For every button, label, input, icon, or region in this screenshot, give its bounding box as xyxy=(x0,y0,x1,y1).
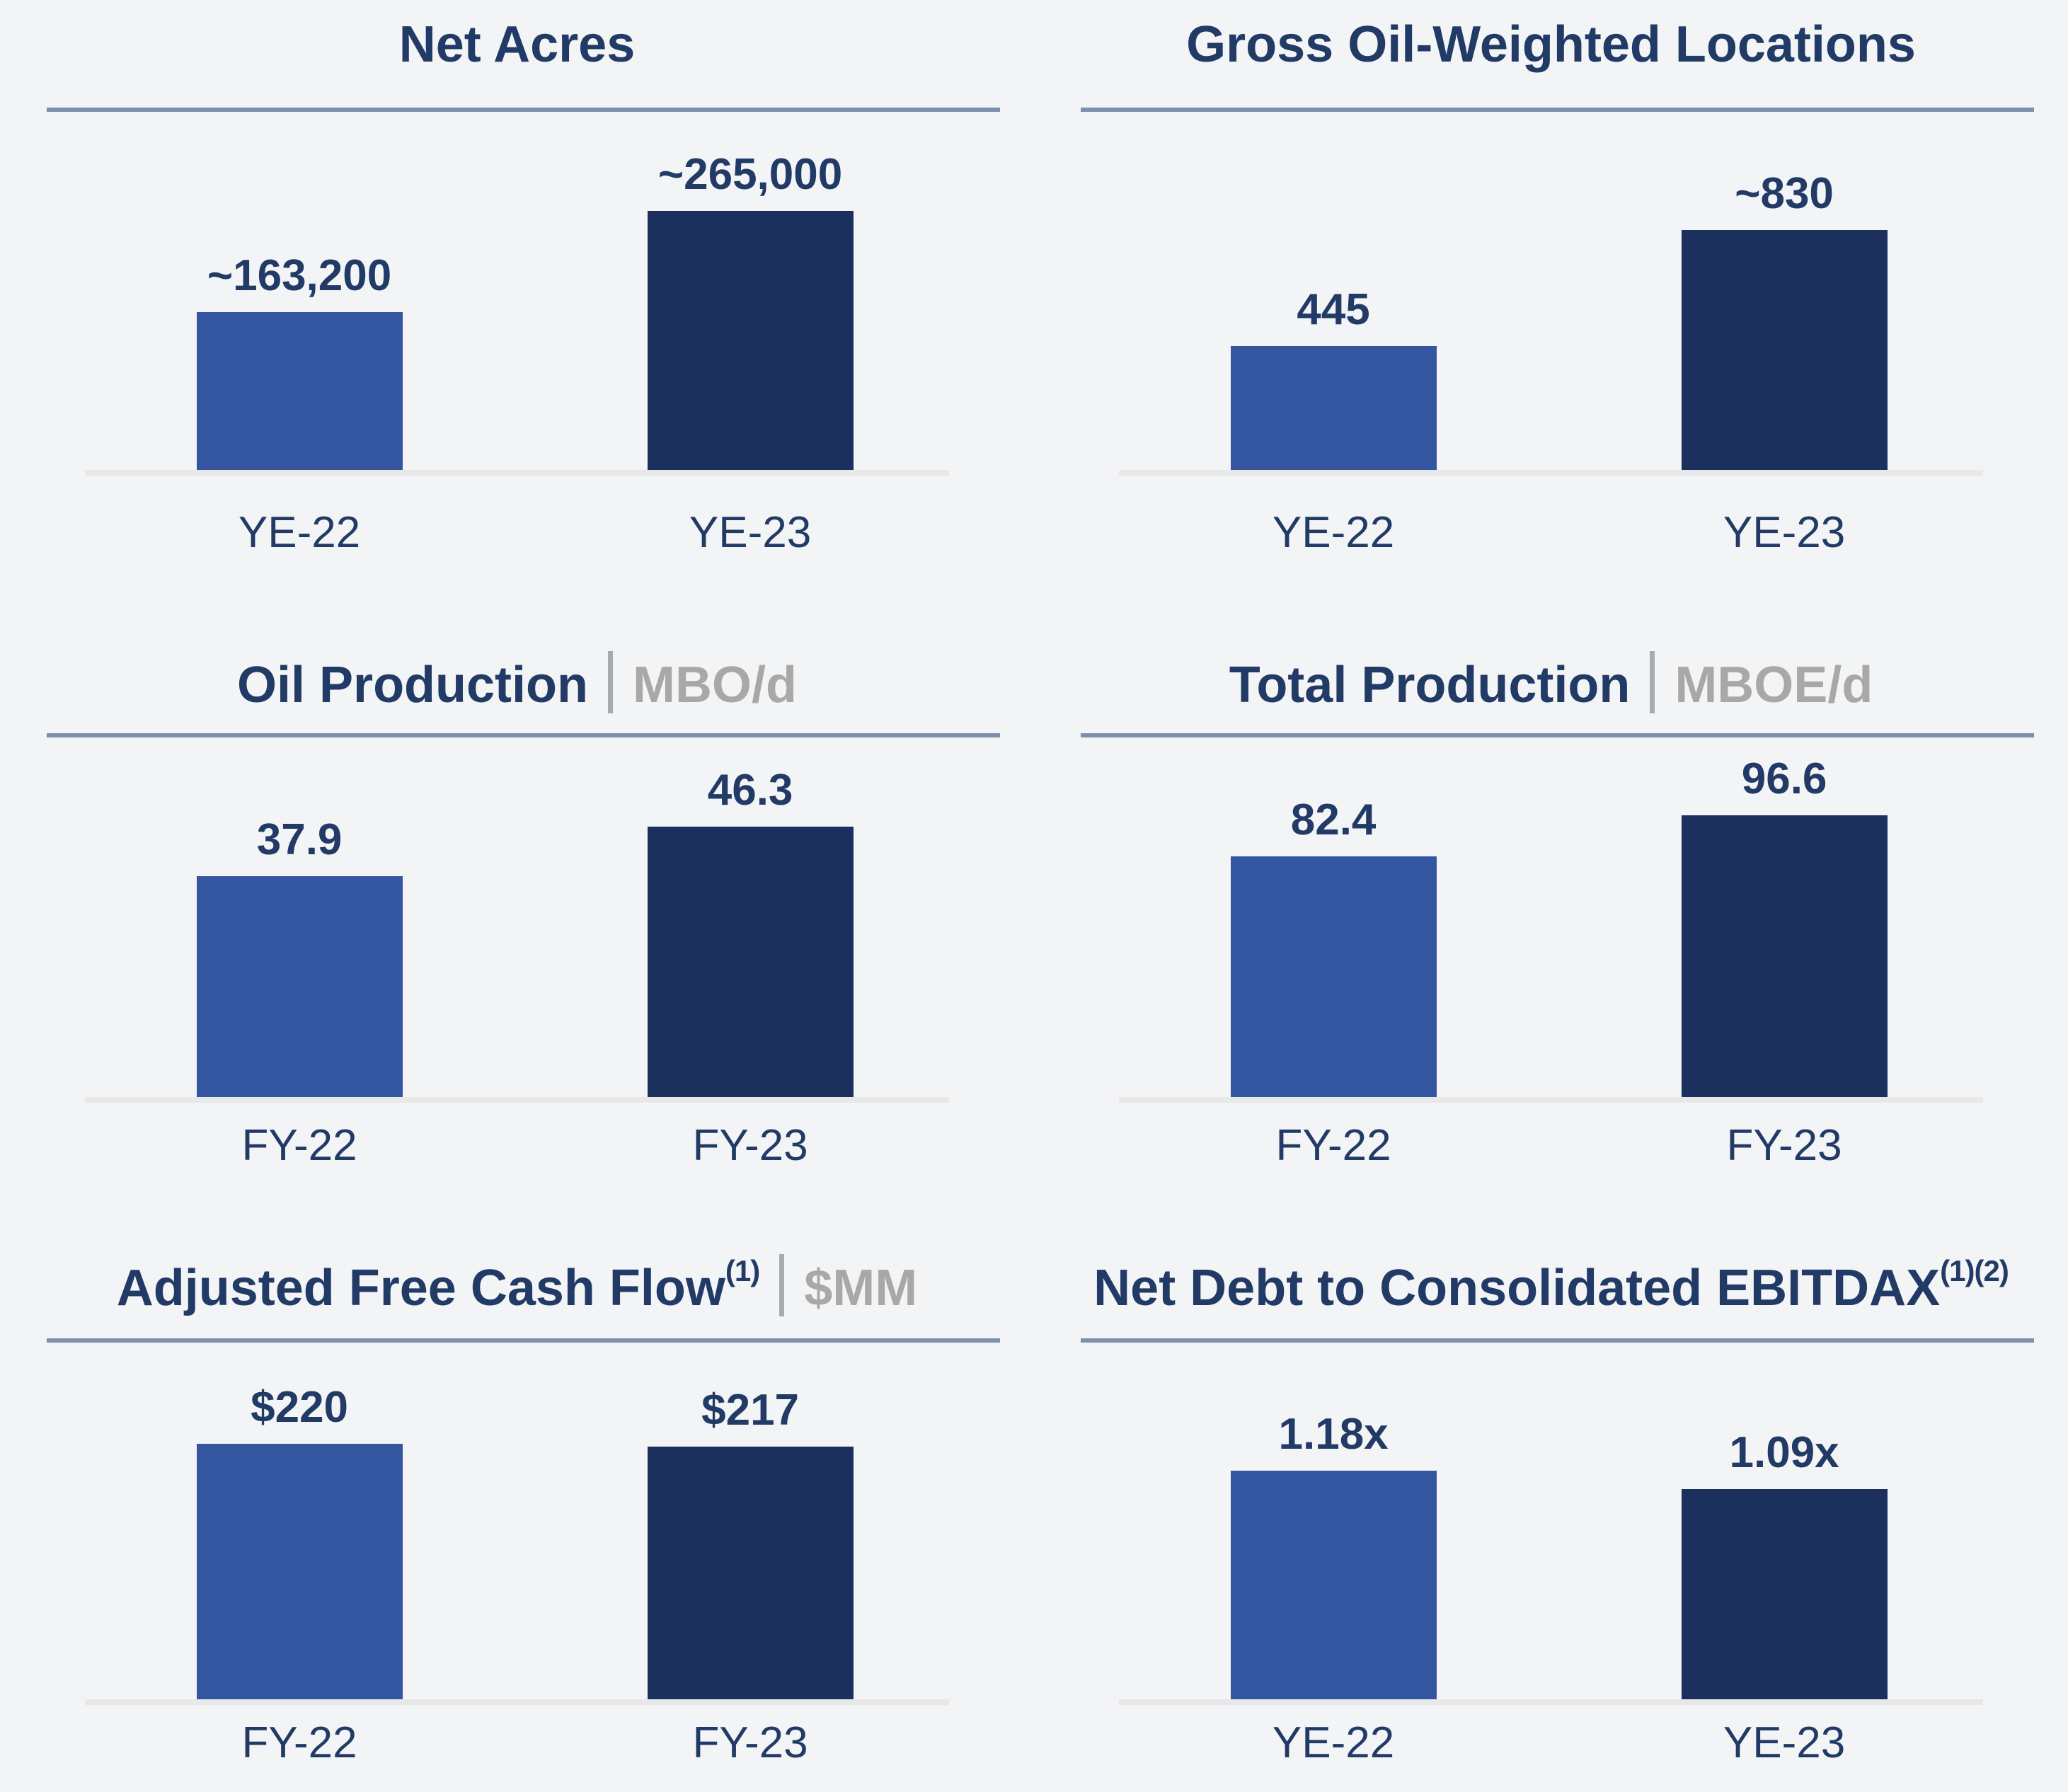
bar-ye22 xyxy=(196,312,403,471)
category-label: YE-22 xyxy=(238,508,361,557)
bar-value-label: ~830 xyxy=(1735,169,1834,218)
category-label: YE-23 xyxy=(689,508,812,557)
bar-ye22 xyxy=(1230,346,1437,471)
x-axis-baseline xyxy=(1119,470,1983,476)
bar-ye22 xyxy=(1230,1471,1437,1701)
bar-ye23 xyxy=(1681,230,1888,471)
chart-unit-label: MBO/d xyxy=(633,657,797,713)
x-axis-baseline xyxy=(1119,1699,1983,1705)
chart-title-unit-group: $MM xyxy=(759,1254,918,1316)
bar-fy22 xyxy=(196,876,403,1098)
bar-fy23 xyxy=(1681,815,1888,1098)
bar-ye23 xyxy=(647,211,854,471)
bar-value-label: ~265,000 xyxy=(657,150,843,199)
title-underline xyxy=(47,733,1000,737)
category-label: YE-22 xyxy=(1272,1718,1395,1767)
chart-title: Oil Production MBO/d xyxy=(0,651,1034,715)
bar-value-label: 1.18x xyxy=(1278,1410,1389,1459)
category-label: FY-22 xyxy=(241,1718,357,1767)
x-axis-baseline xyxy=(85,1097,949,1103)
bar-value-label: 96.6 xyxy=(1741,754,1827,803)
chart-oil-production: Oil Production MBO/d 37.9 46.3 FY-22 FY-2… xyxy=(0,623,1034,1246)
chart-title-text: Adjusted Free Cash Flow xyxy=(116,1260,725,1316)
title-underline xyxy=(47,1338,1000,1343)
chart-net-debt-to-ebitdax: Net Debt to Consolidated EBITDAX(1)(2) 1… xyxy=(1034,1246,2068,1792)
bar-value-label: $217 xyxy=(701,1386,800,1435)
chart-title: Net Debt to Consolidated EBITDAX(1)(2) xyxy=(1034,1254,2068,1318)
category-label: FY-23 xyxy=(692,1718,808,1767)
bar-value-label: 46.3 xyxy=(707,766,793,815)
title-underline xyxy=(47,108,1000,112)
title-underline xyxy=(1081,108,2034,112)
chart-unit-label: $MM xyxy=(804,1260,918,1316)
x-axis-baseline xyxy=(85,470,949,476)
bar-fy22 xyxy=(196,1444,403,1701)
title-underline xyxy=(1081,733,2034,737)
chart-gross-oil-weighted-locations: Gross Oil-Weighted Locations 445 ~830 YE… xyxy=(1034,0,2068,623)
bar-fy22 xyxy=(1230,856,1437,1098)
bar-value-label: $220 xyxy=(251,1383,349,1432)
title-divider-pipe xyxy=(779,1254,785,1316)
bar-value-label: 445 xyxy=(1297,285,1370,334)
chart-total-production: Total Production MBOE/d 82.4 96.6 FY-22 F… xyxy=(1034,623,2068,1246)
chart-title: Gross Oil-Weighted Locations xyxy=(1034,16,2068,74)
category-label: FY-23 xyxy=(1726,1121,1842,1170)
bar-fy23 xyxy=(647,827,854,1098)
chart-title: Total Production MBOE/d xyxy=(1034,651,2068,715)
chart-title-text: Gross Oil-Weighted Locations xyxy=(1186,16,1916,73)
category-label: YE-22 xyxy=(1272,508,1395,557)
chart-adjusted-free-cash-flow: Adjusted Free Cash Flow(1) $MM $220 $217 … xyxy=(0,1246,1034,1792)
category-label: FY-23 xyxy=(692,1121,808,1170)
chart-unit-label: MBOE/d xyxy=(1674,657,1873,713)
chart-title: Net Acres xyxy=(0,16,1034,74)
bar-value-label: 1.09x xyxy=(1729,1428,1839,1477)
category-label: YE-23 xyxy=(1723,1718,1846,1767)
bar-value-label: ~163,200 xyxy=(207,251,392,300)
chart-title-footnote: (1) xyxy=(725,1254,760,1287)
chart-title-text: Net Debt to Consolidated EBITDAX xyxy=(1093,1260,1941,1316)
bar-ye23 xyxy=(1681,1489,1888,1701)
category-label: FY-22 xyxy=(1275,1121,1391,1170)
chart-title-text: Total Production xyxy=(1229,657,1631,713)
title-underline xyxy=(1081,1338,2034,1343)
bar-fy23 xyxy=(647,1447,854,1701)
title-divider-pipe xyxy=(1650,651,1655,713)
chart-net-acres: Net Acres ~163,200 ~265,000 YE-22 YE-23 xyxy=(0,0,1034,623)
chart-title: Adjusted Free Cash Flow(1) $MM xyxy=(0,1254,1034,1318)
chart-title-footnote: (1)(2) xyxy=(1940,1254,2009,1287)
bar-value-label: 82.4 xyxy=(1290,796,1377,844)
chart-title-unit-group: MBO/d xyxy=(588,651,797,713)
chart-title-text: Net Acres xyxy=(398,16,636,73)
category-label: FY-22 xyxy=(241,1121,357,1170)
bar-value-label: 37.9 xyxy=(256,815,343,864)
x-axis-baseline xyxy=(85,1699,949,1705)
title-divider-pipe xyxy=(608,651,613,713)
chart-title-text: Oil Production xyxy=(237,657,588,713)
x-axis-baseline xyxy=(1119,1097,1983,1103)
category-label: YE-23 xyxy=(1723,508,1846,557)
chart-title-unit-group: MBOE/d xyxy=(1630,651,1873,713)
